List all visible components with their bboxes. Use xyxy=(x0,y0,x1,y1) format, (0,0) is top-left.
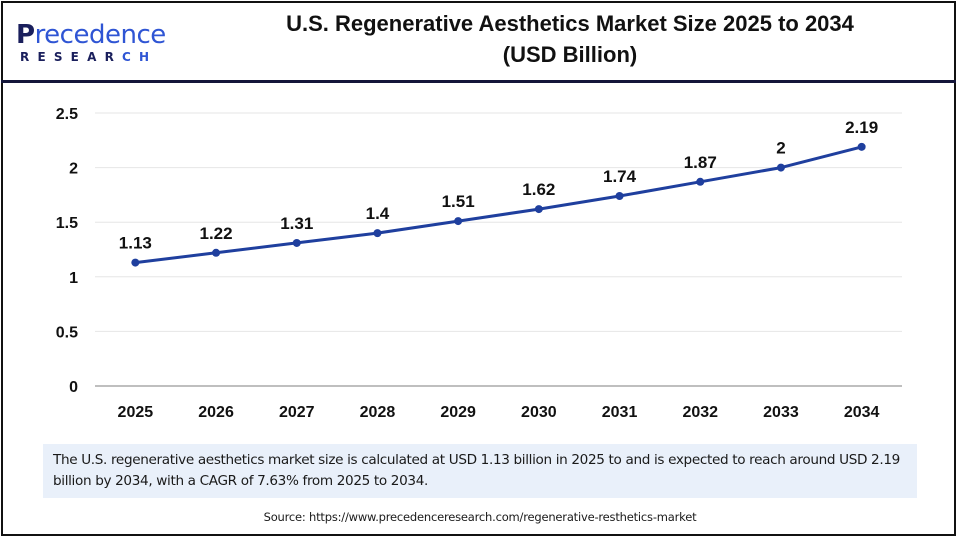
data-point xyxy=(454,217,463,226)
logo-sub-main: RESEAR xyxy=(20,50,123,64)
line-chart: 0 0.5 1 1.5 2 2.5 2025 2026 2027 2028 2029 2030 203… xyxy=(56,106,902,421)
data-label: 1.13 xyxy=(119,234,152,253)
data-point xyxy=(776,163,785,172)
logo-sub-accent: CH xyxy=(122,50,158,64)
y-axis: 0 0.5 1 1.5 2 2.5 xyxy=(56,106,78,396)
logo-initial: P xyxy=(16,20,35,50)
x-tick-label: 2028 xyxy=(360,404,396,421)
title-line-2: (USD Billion) xyxy=(502,42,638,67)
data-label: 1.87 xyxy=(684,153,717,172)
y-tick-label: 1 xyxy=(69,270,78,287)
data-point xyxy=(292,238,301,247)
data-point xyxy=(534,205,543,214)
data-label: 1.4 xyxy=(366,204,390,223)
data-label: 1.31 xyxy=(280,214,313,233)
x-tick-label: 2027 xyxy=(279,404,315,421)
y-tick-label: 2.5 xyxy=(56,106,78,123)
data-label: 1.62 xyxy=(522,180,555,199)
data-point xyxy=(615,191,624,200)
logo-wordmark: Precedence xyxy=(16,20,166,50)
y-tick-label: 1.5 xyxy=(56,215,78,232)
chart-title: U.S. Regenerative Aesthetics Market Size… xyxy=(220,8,920,70)
data-label: 1.22 xyxy=(200,224,233,243)
series-line xyxy=(135,145,862,265)
x-tick-label: 2034 xyxy=(844,404,880,421)
precedence-research-logo: Precedence RESEARCH xyxy=(16,20,166,64)
x-tick-label: 2032 xyxy=(682,404,718,421)
x-tick-label: 2031 xyxy=(602,404,638,421)
x-tick-label: 2025 xyxy=(118,404,154,421)
x-axis: 2025 2026 2027 2028 2029 2030 2031 2032 2033 2034 xyxy=(118,404,880,421)
y-tick-label: 0 xyxy=(69,379,78,396)
data-label: 2.19 xyxy=(845,118,878,137)
data-label: 2 xyxy=(776,139,785,158)
gridlines xyxy=(95,112,902,387)
data-point xyxy=(696,177,705,186)
data-point xyxy=(131,258,140,267)
data-point xyxy=(212,248,221,257)
x-tick-label: 2026 xyxy=(198,404,234,421)
header-divider xyxy=(1,80,956,83)
x-tick-label: 2029 xyxy=(440,404,476,421)
data-label: 1.51 xyxy=(442,192,475,211)
x-tick-label: 2033 xyxy=(763,404,799,421)
data-point xyxy=(857,142,866,151)
series-market-size xyxy=(131,142,866,267)
title-line-1: U.S. Regenerative Aesthetics Market Size… xyxy=(286,11,854,36)
data-point xyxy=(373,229,382,238)
data-label: 1.74 xyxy=(603,167,637,186)
x-tick-label: 2030 xyxy=(521,404,557,421)
y-tick-label: 2 xyxy=(69,161,78,178)
data-labels: 1.13 1.22 1.31 1.4 1.51 1.62 1.74 1.87 2 2.19 xyxy=(119,118,878,253)
source-text: Source: https://www.precedenceresearch.c… xyxy=(263,510,697,524)
logo-subtitle: RESEARCH xyxy=(20,50,157,64)
y-tick-label: 0.5 xyxy=(56,324,78,341)
logo-name: recedence xyxy=(34,20,167,50)
description-box: The U.S. regenerative aesthetics market … xyxy=(43,444,917,498)
